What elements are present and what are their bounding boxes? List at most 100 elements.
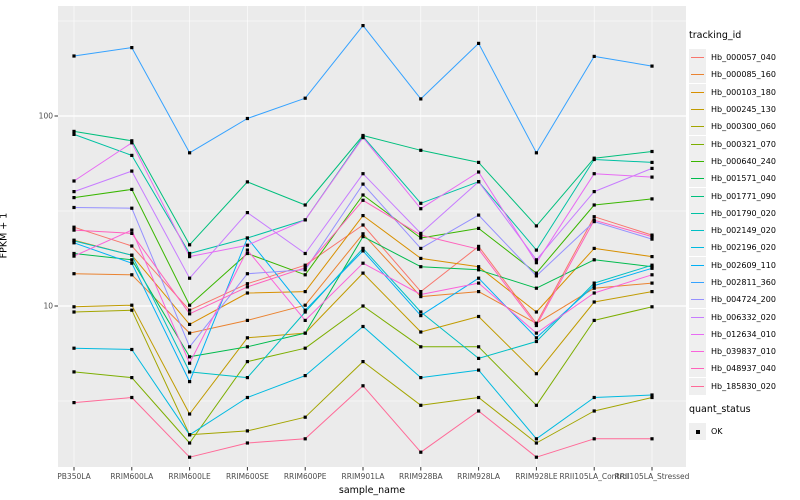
data-point <box>245 395 249 400</box>
data-point <box>361 198 365 202</box>
line-swatch-icon <box>691 91 704 93</box>
data-point <box>72 54 76 58</box>
data-point <box>650 235 654 239</box>
line-swatch-icon <box>691 247 704 249</box>
data-point <box>477 41 481 45</box>
data-point <box>534 310 538 314</box>
legend: tracking_id Hb_000057_040 Hb_000085_160 Hb… <box>689 30 800 441</box>
data-point <box>245 282 249 286</box>
x-tick-label: RRIM928LA <box>457 472 501 481</box>
legend-item: Hb_000640_240 <box>689 152 800 170</box>
data-point <box>303 96 307 100</box>
data-point <box>650 305 654 309</box>
data-point <box>419 246 423 250</box>
data-point <box>419 256 423 260</box>
legend-item: Hb_001790_020 <box>689 204 800 222</box>
data-point <box>419 376 423 380</box>
data-point <box>419 295 423 299</box>
data-point <box>650 290 654 294</box>
data-point <box>245 441 249 445</box>
data-point <box>245 345 249 349</box>
data-point <box>650 273 654 277</box>
y-tick-label: 10 <box>43 302 53 311</box>
data-point <box>303 203 307 207</box>
data-point <box>361 304 365 308</box>
data-point <box>72 196 76 200</box>
data-point <box>477 268 481 272</box>
legend-key <box>689 66 706 84</box>
data-point <box>419 290 423 294</box>
legend-key <box>689 135 706 153</box>
data-point <box>245 180 249 184</box>
data-point <box>245 291 249 295</box>
data-point <box>72 132 76 136</box>
line-swatch-icon <box>691 316 704 318</box>
data-point <box>72 346 76 350</box>
line-swatch-icon <box>691 385 704 387</box>
data-point <box>419 233 423 237</box>
data-point <box>245 116 249 121</box>
data-point <box>534 274 538 278</box>
legend-item-label: Hb_001771_090 <box>711 191 776 201</box>
data-point <box>245 248 249 252</box>
legend-item-label: Hb_012634_010 <box>711 329 776 339</box>
data-point <box>72 239 76 243</box>
data-point <box>130 187 134 191</box>
data-point <box>534 261 538 265</box>
data-point <box>361 261 365 265</box>
data-point <box>361 235 365 239</box>
data-point <box>303 310 307 314</box>
legend-item-label: Hb_002196_020 <box>711 243 776 253</box>
data-point <box>534 339 538 344</box>
line-swatch-icon <box>691 368 704 370</box>
legend-item-label: Hb_185830_020 <box>711 381 776 391</box>
data-point <box>477 244 481 248</box>
data-point <box>534 336 538 340</box>
line-swatch-icon <box>691 299 704 301</box>
line-swatch-icon <box>691 57 704 59</box>
x-tick-label: PB350LA <box>57 472 91 481</box>
data-point <box>592 203 596 207</box>
data-point <box>419 310 423 314</box>
data-point <box>361 271 365 275</box>
data-point <box>188 331 192 335</box>
data-point <box>188 276 192 280</box>
data-point <box>650 281 654 285</box>
legend-item-label: Hb_002149_020 <box>711 226 776 236</box>
x-tick-label: RRIM928LE <box>515 472 558 481</box>
line-swatch-icon <box>691 282 704 283</box>
data-point <box>534 248 538 252</box>
data-point <box>650 149 654 154</box>
data-point <box>534 372 538 376</box>
data-point <box>592 286 596 290</box>
data-point <box>188 412 192 416</box>
data-point <box>534 403 538 407</box>
data-point <box>592 54 596 58</box>
data-point <box>361 136 365 140</box>
data-point <box>188 380 192 384</box>
data-point <box>361 223 365 227</box>
data-point <box>188 151 192 155</box>
line-swatch-icon <box>691 264 704 266</box>
legend-color-title: tracking_id <box>689 30 742 41</box>
data-point <box>592 172 596 176</box>
legend-item-label: Hb_001571_040 <box>711 174 776 184</box>
data-point <box>130 153 134 157</box>
legend-key <box>689 274 706 291</box>
data-point <box>130 206 134 210</box>
legend-key <box>689 170 706 188</box>
data-point <box>361 232 365 236</box>
legend-item: Hb_012634_010 <box>689 325 800 343</box>
data-point <box>245 272 249 276</box>
legend-item: Hb_002609_110 <box>689 256 800 274</box>
data-point <box>303 346 307 350</box>
legend-key <box>689 325 706 343</box>
data-point <box>477 276 481 280</box>
data-point <box>592 437 596 441</box>
data-point <box>188 345 192 349</box>
data-point <box>419 236 423 240</box>
legend-item-label: Hb_004724_200 <box>711 295 776 305</box>
data-point <box>130 231 134 235</box>
x-tick-label: RRII105LA_Control <box>559 472 629 481</box>
data-point <box>592 218 596 222</box>
